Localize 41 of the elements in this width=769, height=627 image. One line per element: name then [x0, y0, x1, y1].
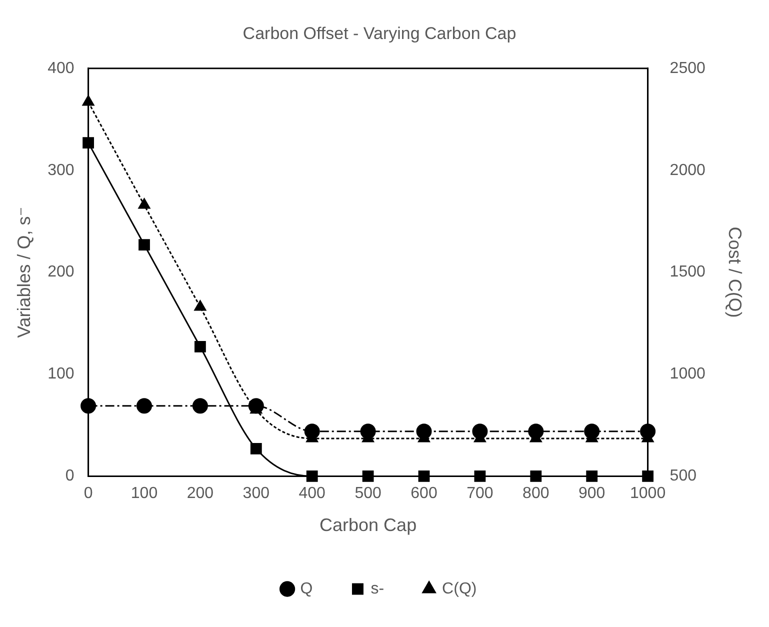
x-axis-title: Carbon Cap: [320, 515, 417, 536]
x-tick-label: 500: [354, 485, 382, 502]
y2-tick-label: 500: [670, 468, 697, 485]
x-tick-label: 400: [298, 485, 326, 502]
point: [250, 442, 262, 454]
legend-label: C(Q): [442, 580, 477, 598]
y-tick-label: 300: [48, 162, 74, 179]
chart-title: Carbon Offset - Varying Carbon Cap: [242, 24, 516, 43]
x-tick-label: 300: [242, 485, 270, 502]
point: [192, 398, 208, 414]
point: [138, 239, 150, 250]
x-tick-label: 200: [186, 485, 214, 502]
y2-tick-label: 2500: [670, 60, 706, 77]
y-tick-label: 0: [65, 468, 74, 485]
point: [138, 198, 150, 209]
legend-label: Q: [300, 580, 313, 598]
legend-label: s-: [370, 580, 384, 598]
point: [586, 470, 598, 482]
x-tick-label: 600: [410, 485, 438, 502]
y2-tick-label: 1500: [670, 264, 706, 281]
y2-tick-label: 1000: [670, 366, 706, 383]
y-tick-label: 100: [48, 366, 74, 383]
point: [642, 470, 654, 482]
y-tick-label: 400: [48, 60, 74, 77]
point: [194, 341, 206, 352]
point: [530, 470, 542, 482]
point: [136, 398, 152, 414]
point: [362, 470, 374, 482]
x-tick-label: 100: [130, 485, 158, 502]
y-axis-title: Variables / Q, s⁻: [14, 206, 34, 338]
x-tick-label: 0: [84, 485, 93, 502]
x-tick-label: 900: [578, 485, 606, 502]
y-tick-label: 200: [48, 264, 74, 281]
y2-tick-label: 2000: [670, 162, 706, 179]
y2-axis-title: Cost / C(Q): [725, 226, 746, 318]
x-tick-label: 1000: [630, 485, 666, 502]
point: [194, 300, 206, 311]
x-tick-label: 700: [466, 485, 494, 502]
point: [82, 137, 94, 149]
point: [306, 470, 318, 482]
x-tick-label: 800: [522, 485, 550, 502]
